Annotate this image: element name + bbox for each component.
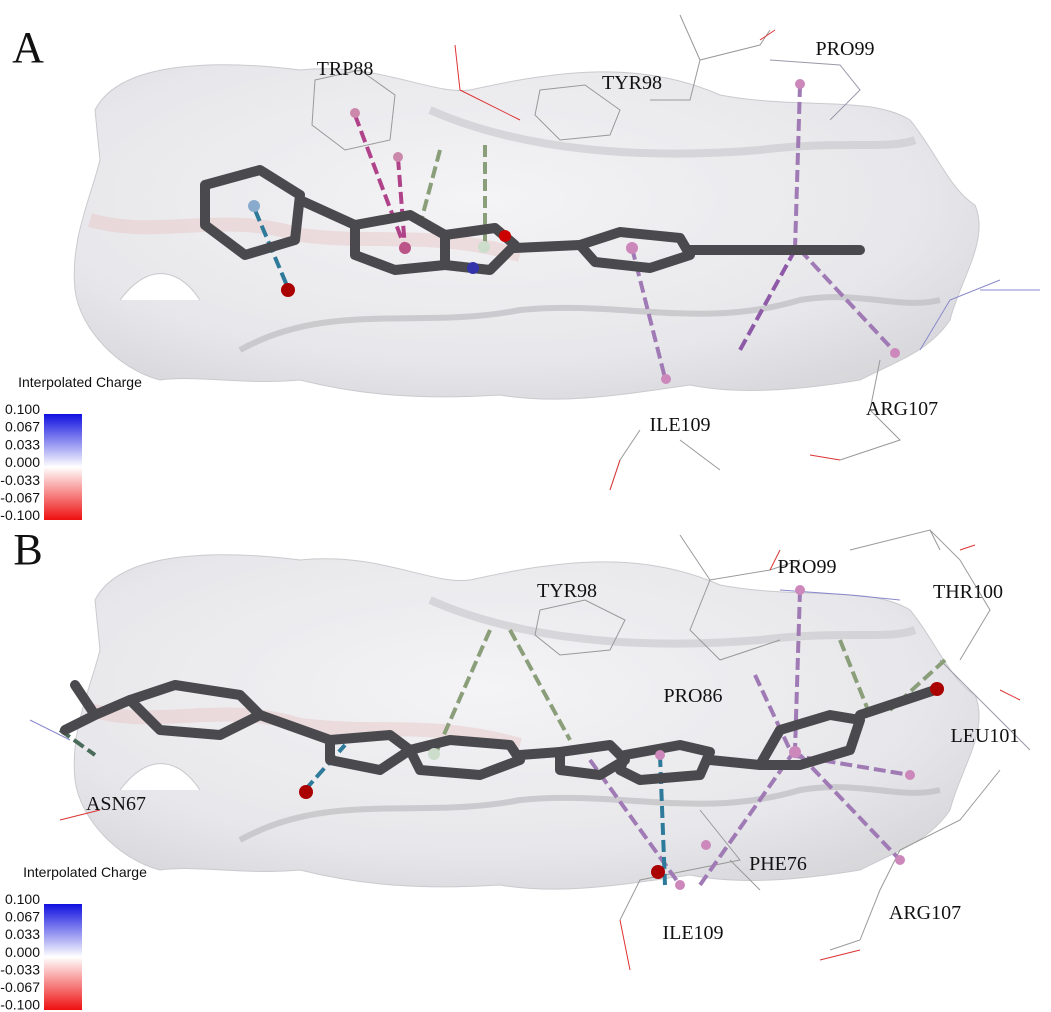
residue-label: PRO99: [778, 556, 837, 578]
legend-tick: 0.067: [5, 909, 40, 925]
legend-tick: -0.067: [0, 979, 40, 995]
legend-tick: -0.067: [0, 490, 40, 506]
legend-tick: 0.100: [5, 401, 40, 417]
legend-tick: -0.033: [0, 472, 40, 488]
residue-label: THR100: [933, 581, 1003, 603]
legend-tick: -0.100: [0, 997, 40, 1012]
legend-title: Interpolated Charge: [18, 374, 142, 390]
residue-label: ARG107: [889, 902, 961, 924]
residue-label: TYR98: [602, 72, 662, 94]
residue-label: ASN67: [86, 793, 146, 815]
legend-title: Interpolated Charge: [23, 864, 147, 880]
residue-label: ILE109: [649, 414, 710, 436]
ligand: [60, 680, 940, 785]
legend-tick: -0.033: [0, 961, 40, 977]
labels: A TRP88 TYR98 PRO99 ILE109 ARG107 Interpolated…: [0, 23, 1019, 1012]
residue-label: ILE109: [662, 922, 723, 944]
legend-tick: 0.033: [5, 926, 40, 942]
residue-label: ARG107: [866, 398, 938, 420]
legend-gradient: [44, 414, 82, 520]
legend-tick: 0.100: [5, 891, 40, 907]
residue-label: LEU101: [951, 725, 1020, 747]
legend-tick: 0.033: [5, 436, 40, 452]
legend-tick: -0.100: [0, 507, 40, 523]
residue-label: PHE76: [749, 853, 807, 875]
residue-label: PRO99: [816, 38, 875, 60]
residue-wires: [311, 14, 1040, 491]
legend-tick: 0.000: [5, 944, 40, 960]
atoms: [299, 585, 944, 890]
panel-label: A: [12, 23, 44, 72]
residue-label: TRP88: [317, 58, 374, 80]
legend-tick: 0.000: [5, 454, 40, 470]
panel-a: [74, 14, 1040, 491]
residue-label: PRO86: [664, 685, 723, 707]
panel-b: [29, 529, 1031, 971]
panel-label: B: [13, 525, 42, 574]
atoms: [248, 79, 900, 384]
legend-tick: 0.067: [5, 419, 40, 435]
legend-gradient: [44, 904, 82, 1010]
residue-label: TYR98: [537, 580, 597, 602]
residue-wires: [29, 529, 1031, 971]
